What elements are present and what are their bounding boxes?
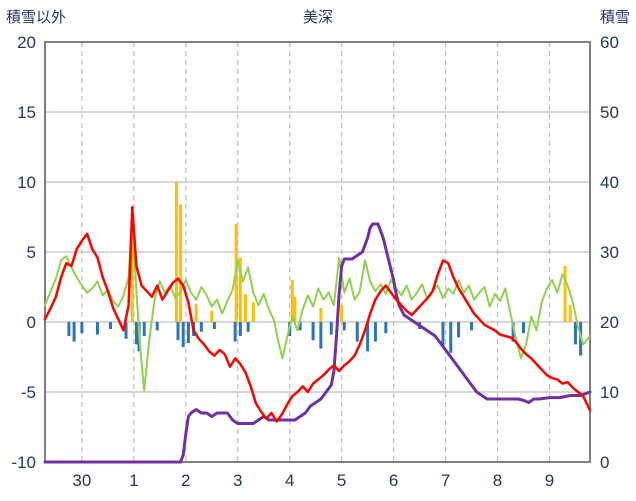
plot-border (44, 41, 591, 463)
chart-title: 美深 (302, 9, 333, 26)
right-tick-label: 20 (600, 313, 619, 332)
right-tick-label: 40 (600, 173, 619, 192)
right-tick-label: 30 (600, 243, 619, 262)
x-tick-label: 5 (337, 471, 346, 490)
x-tick-label: 9 (545, 471, 554, 490)
x-tick-label: 30 (72, 471, 91, 490)
left-tick-label: 20 (17, 33, 36, 52)
left-tick-label: 5 (27, 243, 36, 262)
purple-line (43, 222, 592, 464)
left-tick-label: 15 (17, 103, 36, 122)
left-tick-label: 10 (17, 173, 36, 192)
left-tick-label: -5 (21, 383, 36, 402)
left-tick-label: -10 (11, 453, 36, 472)
x-tick-label: 3 (233, 471, 242, 490)
x-tick-label: 7 (441, 471, 450, 490)
left-axis-title: 積雪以外 (6, 9, 67, 26)
right-tick-label: 60 (600, 33, 619, 52)
x-tick-label: 2 (181, 471, 190, 490)
x-tick-label: 6 (389, 471, 398, 490)
red-line (43, 205, 592, 423)
x-tick-label: 8 (493, 471, 502, 490)
right-tick-label: 0 (600, 453, 609, 472)
left-tick-label: 0 (27, 313, 36, 332)
right-tick-label: 50 (600, 103, 619, 122)
x-tick-label: 4 (285, 471, 294, 490)
right-axis-title: 積雪 (599, 9, 630, 26)
x-tick-label: 1 (129, 471, 138, 490)
right-tick-label: 10 (600, 383, 619, 402)
green-line (44, 211, 591, 392)
